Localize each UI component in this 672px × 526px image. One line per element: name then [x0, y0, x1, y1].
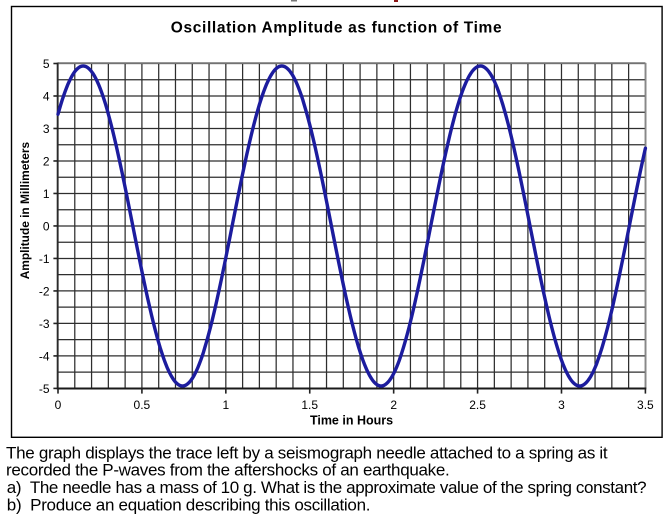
- svg-text:Time in Hours: Time in Hours: [310, 413, 393, 427]
- svg-text:-3: -3: [39, 317, 50, 331]
- svg-text:recorded the P-waves from the: recorded the P-waves from the aftershock…: [6, 461, 449, 480]
- svg-text:2: 2: [390, 398, 397, 412]
- svg-text:-1: -1: [39, 252, 50, 266]
- svg-text:3.5: 3.5: [637, 398, 654, 412]
- svg-text:-2: -2: [39, 284, 50, 298]
- svg-text:0.5: 0.5: [134, 398, 151, 412]
- svg-text:The graph displays the trace l: The graph displays the trace left by a s…: [6, 444, 608, 463]
- svg-text:-5: -5: [39, 382, 50, 396]
- svg-text:0: 0: [43, 219, 50, 233]
- svg-text:a) The needle has a mass of 1: a) The needle has a mass of 10 g. What i…: [7, 478, 646, 497]
- svg-text:3: 3: [43, 122, 50, 136]
- svg-text:0: 0: [55, 398, 62, 412]
- svg-text:1: 1: [43, 187, 50, 201]
- svg-text:5: 5: [43, 57, 50, 71]
- svg-text:2: 2: [43, 154, 50, 168]
- svg-text:-4: -4: [39, 349, 50, 363]
- svg-text:1: 1: [222, 398, 229, 412]
- svg-text:3: 3: [558, 398, 565, 412]
- svg-text:1.5: 1.5: [301, 398, 318, 412]
- svg-text:2.5: 2.5: [469, 398, 486, 412]
- svg-text:4: 4: [43, 89, 50, 103]
- svg-text:Amplitude in Millimeters: Amplitude in Millimeters: [18, 142, 32, 280]
- svg-text:b) Produce an equation descri: b) Produce an equation describing this o…: [7, 495, 370, 514]
- svg-text:Oscillation Amplitude as funct: Oscillation Amplitude as function of Tim…: [171, 20, 503, 37]
